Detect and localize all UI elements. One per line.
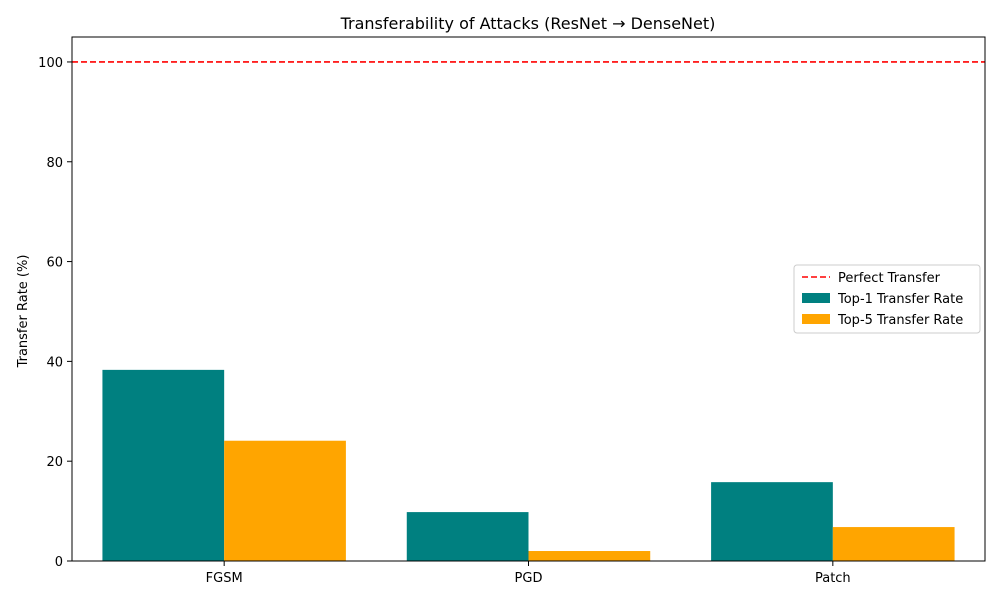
legend: Perfect Transfer Top-1 Transfer Rate Top-5…	[793, 264, 981, 334]
bar-patch-top1	[711, 482, 833, 561]
legend-entry-top1-label: Top-1 Transfer Rate	[837, 292, 963, 307]
y-tick-label: 20	[46, 455, 63, 470]
legend-entry-top5-swatch	[802, 314, 830, 324]
y-axis-label: Transfer Rate (%)	[16, 255, 31, 369]
y-tick-label: 80	[46, 156, 63, 171]
legend-entry-perfect-transfer-label: Perfect Transfer	[838, 271, 941, 286]
x-tick-label: PGD	[515, 571, 543, 586]
legend-entry-top5-label: Top-5 Transfer Rate	[837, 313, 963, 328]
y-tick-label: 100	[38, 56, 63, 71]
plot-area: FGSM PGD Patch 0 20 40 60 80 100	[38, 36, 986, 586]
chart-title: Transferability of Attacks (ResNet → Den…	[340, 14, 716, 33]
bar-pgd-top1	[406, 512, 529, 561]
y-tick-label: 40	[46, 355, 63, 370]
legend-box	[793, 264, 981, 334]
bar-patch-top5	[832, 527, 955, 561]
axes-frame	[71, 36, 986, 562]
bar-pgd-top5	[528, 551, 651, 561]
bar-fgsm-top5	[224, 440, 346, 561]
legend-entry-top1-swatch	[802, 293, 830, 303]
y-tick-label: 60	[46, 256, 63, 271]
bar-fgsm-top1	[102, 369, 225, 561]
x-tick-label: FGSM	[206, 571, 243, 586]
x-tick-label: Patch	[815, 571, 851, 586]
y-tick-label: 0	[55, 555, 63, 570]
